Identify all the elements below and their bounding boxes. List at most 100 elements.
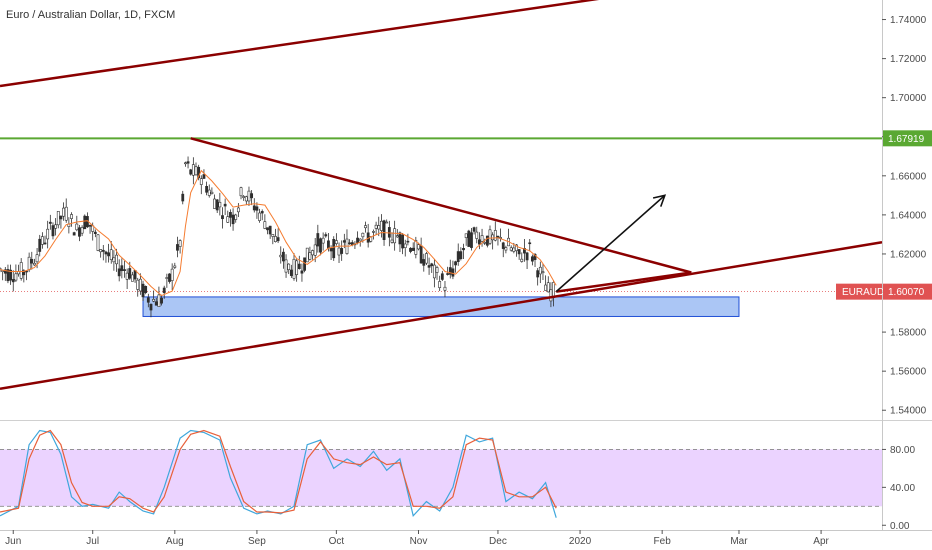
- candle-body: [398, 232, 402, 245]
- candle-body: [342, 240, 346, 243]
- candle-body: [512, 247, 516, 252]
- candle-body: [472, 227, 476, 232]
- candle-body: [480, 235, 484, 242]
- candle-body: [393, 228, 397, 244]
- candle-body: [332, 239, 336, 259]
- candle-body: [406, 240, 410, 243]
- price-axis-tick-label: 1.62000: [890, 249, 927, 260]
- candle-body: [170, 268, 174, 281]
- candle-body: [308, 252, 312, 260]
- candle-body: [136, 279, 140, 290]
- candle-body: [374, 224, 378, 229]
- candle-body: [250, 193, 254, 199]
- candle-body: [552, 282, 555, 298]
- candle-body: [491, 234, 495, 241]
- candle-body: [271, 234, 275, 237]
- candle-body: [109, 249, 113, 260]
- candle-body: [417, 244, 420, 250]
- candle-body: [231, 214, 235, 225]
- candle-body: [274, 236, 277, 242]
- candle-body: [419, 245, 423, 264]
- candle-body: [260, 211, 264, 214]
- last-price-badge: [883, 283, 932, 300]
- candle-body: [544, 284, 548, 291]
- price-axis-tick-label: 1.70000: [890, 93, 927, 104]
- candle-body: [176, 244, 179, 251]
- candle-body: [464, 233, 468, 238]
- candle-body: [146, 297, 150, 303]
- candle-body: [88, 224, 92, 227]
- time-axis-tick-label: Oct: [329, 536, 345, 547]
- candle-body: [46, 228, 50, 240]
- candle-body: [101, 249, 105, 252]
- candle-body: [523, 248, 526, 254]
- candle-body: [138, 278, 142, 292]
- candle-body: [297, 263, 301, 269]
- candle-body: [80, 227, 84, 234]
- candle-body: [157, 294, 161, 307]
- candle-body: [395, 235, 399, 238]
- candle-body: [422, 259, 426, 266]
- chart-title: Euro / Australian Dollar, 1D, FXCM: [6, 9, 175, 21]
- level-price-badge-label: 1.67919: [888, 134, 925, 145]
- candle-body: [377, 225, 381, 230]
- price-pane[interactable]: [0, 0, 883, 390]
- candle-body: [414, 240, 418, 255]
- oscillator-band: [0, 449, 882, 507]
- candle-body: [467, 230, 471, 247]
- candle-body: [443, 286, 447, 291]
- candle-body: [3, 269, 7, 274]
- candle-body: [133, 270, 137, 280]
- candle-body: [348, 242, 352, 245]
- candle-body: [300, 270, 304, 274]
- candle-body: [19, 262, 23, 279]
- candle-body: [48, 221, 52, 224]
- candle-body: [218, 201, 222, 208]
- candle-body: [11, 279, 15, 283]
- time-axis-tick-label: Dec: [489, 536, 507, 547]
- candle-body: [496, 235, 500, 238]
- candle-body: [279, 254, 283, 258]
- candle-body: [504, 247, 508, 251]
- oscillator-pane[interactable]: [0, 429, 882, 518]
- candle-body: [184, 162, 187, 165]
- candle-body: [334, 240, 338, 244]
- moving-average-line: [0, 169, 557, 297]
- candle-body: [295, 260, 299, 275]
- candle-body: [311, 250, 314, 256]
- candle-body: [160, 297, 163, 304]
- candle-body: [549, 289, 553, 302]
- candle-body: [337, 247, 341, 256]
- candle-body: [276, 237, 280, 242]
- candle-body: [446, 273, 450, 275]
- candle-body: [372, 231, 375, 233]
- candle-body: [538, 266, 542, 275]
- candle-body: [255, 206, 259, 211]
- candle-body: [501, 242, 505, 249]
- candle-body: [0, 268, 2, 271]
- candle-body: [173, 265, 177, 268]
- candle-body: [244, 196, 248, 202]
- candle-body: [470, 232, 473, 248]
- time-axis-tick-label: Jun: [5, 536, 21, 547]
- candle-body: [435, 267, 439, 273]
- level-price-badge: [883, 130, 932, 147]
- candle-body: [125, 272, 129, 280]
- candle-body: [268, 225, 272, 235]
- candle-body: [207, 189, 211, 196]
- candle-body: [525, 252, 529, 261]
- candle-body: [72, 232, 76, 236]
- candle-body: [247, 190, 251, 202]
- support-zone: [142, 296, 740, 317]
- candle-body: [478, 239, 481, 245]
- candle-body: [252, 205, 256, 211]
- candle-body: [223, 203, 227, 207]
- last-price-badge-label: 1.60070: [888, 287, 925, 298]
- candle-body: [229, 212, 232, 218]
- candle-body: [242, 196, 246, 198]
- oscillator-y-tick-label: 40.00: [890, 483, 915, 494]
- candle-body: [493, 230, 497, 241]
- candle-body: [22, 270, 26, 276]
- candle-body: [178, 240, 182, 247]
- time-axis-tick-label: Apr: [813, 536, 829, 547]
